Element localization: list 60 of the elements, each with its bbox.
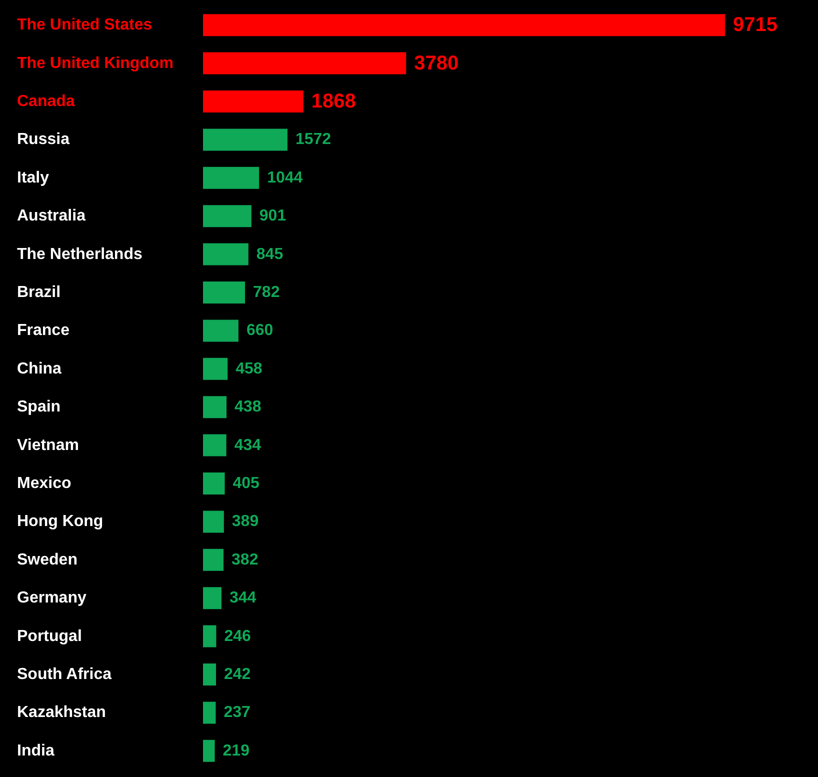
data-label: 1044 (267, 169, 303, 186)
y-tick-label: Canada (17, 93, 75, 110)
data-label: 382 (232, 551, 258, 568)
data-label: 1572 (295, 131, 332, 148)
y-tick-label: Hong Kong (17, 513, 104, 530)
y-tick-label: Sweden (17, 551, 78, 568)
data-label: 1868 (311, 90, 356, 112)
bar (203, 664, 216, 686)
data-label: 242 (224, 666, 251, 683)
bar (203, 282, 246, 304)
y-tick-label: Portugal (17, 628, 82, 645)
bar (203, 205, 252, 228)
data-label: 3780 (414, 52, 459, 74)
bar (203, 128, 288, 151)
y-tick-label: The Netherlands (17, 246, 142, 263)
y-tick-label: Brazil (17, 284, 61, 301)
bar (203, 90, 304, 112)
bar (203, 625, 216, 648)
data-label: 845 (256, 246, 284, 263)
y-tick-label: France (17, 322, 70, 340)
data-label: 344 (229, 590, 256, 607)
data-label: 9715 (733, 14, 778, 36)
y-tick-label: Australia (17, 208, 86, 225)
data-label: 237 (224, 704, 251, 722)
data-label: 660 (246, 322, 274, 340)
y-tick-label: Mexico (17, 475, 72, 492)
y-tick-label: China (17, 360, 62, 378)
y-tick-label: South Africa (17, 666, 112, 683)
data-label: 458 (236, 360, 262, 378)
bar (203, 358, 228, 380)
data-label: 434 (234, 436, 262, 454)
data-label: 438 (234, 398, 262, 416)
data-label: 901 (259, 208, 286, 225)
data-label: 389 (232, 513, 259, 530)
bar (203, 587, 222, 610)
bar (203, 396, 227, 418)
y-tick-label: Kazakhstan (17, 704, 106, 722)
y-tick-label: Spain (17, 398, 61, 416)
data-label: 405 (232, 475, 260, 492)
data-label: 246 (224, 628, 252, 645)
bar (203, 14, 725, 36)
y-tick-label: Germany (17, 590, 86, 607)
y-tick-label: Russia (17, 131, 70, 148)
bar (203, 740, 215, 762)
y-tick-label: Vietnam (17, 436, 79, 454)
bar (203, 702, 216, 724)
bar (203, 434, 226, 456)
data-label: 782 (253, 284, 280, 301)
data-label: 219 (222, 742, 250, 760)
y-tick-label: Italy (17, 169, 50, 186)
bar (203, 166, 260, 189)
bar (203, 510, 224, 533)
bar (203, 472, 225, 494)
bar (203, 548, 224, 571)
bar (203, 320, 238, 342)
y-tick-label: India (17, 742, 54, 760)
bar (203, 52, 406, 74)
y-tick-label: The United Kingdom (17, 54, 174, 72)
bar (203, 243, 248, 266)
y-tick-label: The United States (17, 16, 152, 34)
